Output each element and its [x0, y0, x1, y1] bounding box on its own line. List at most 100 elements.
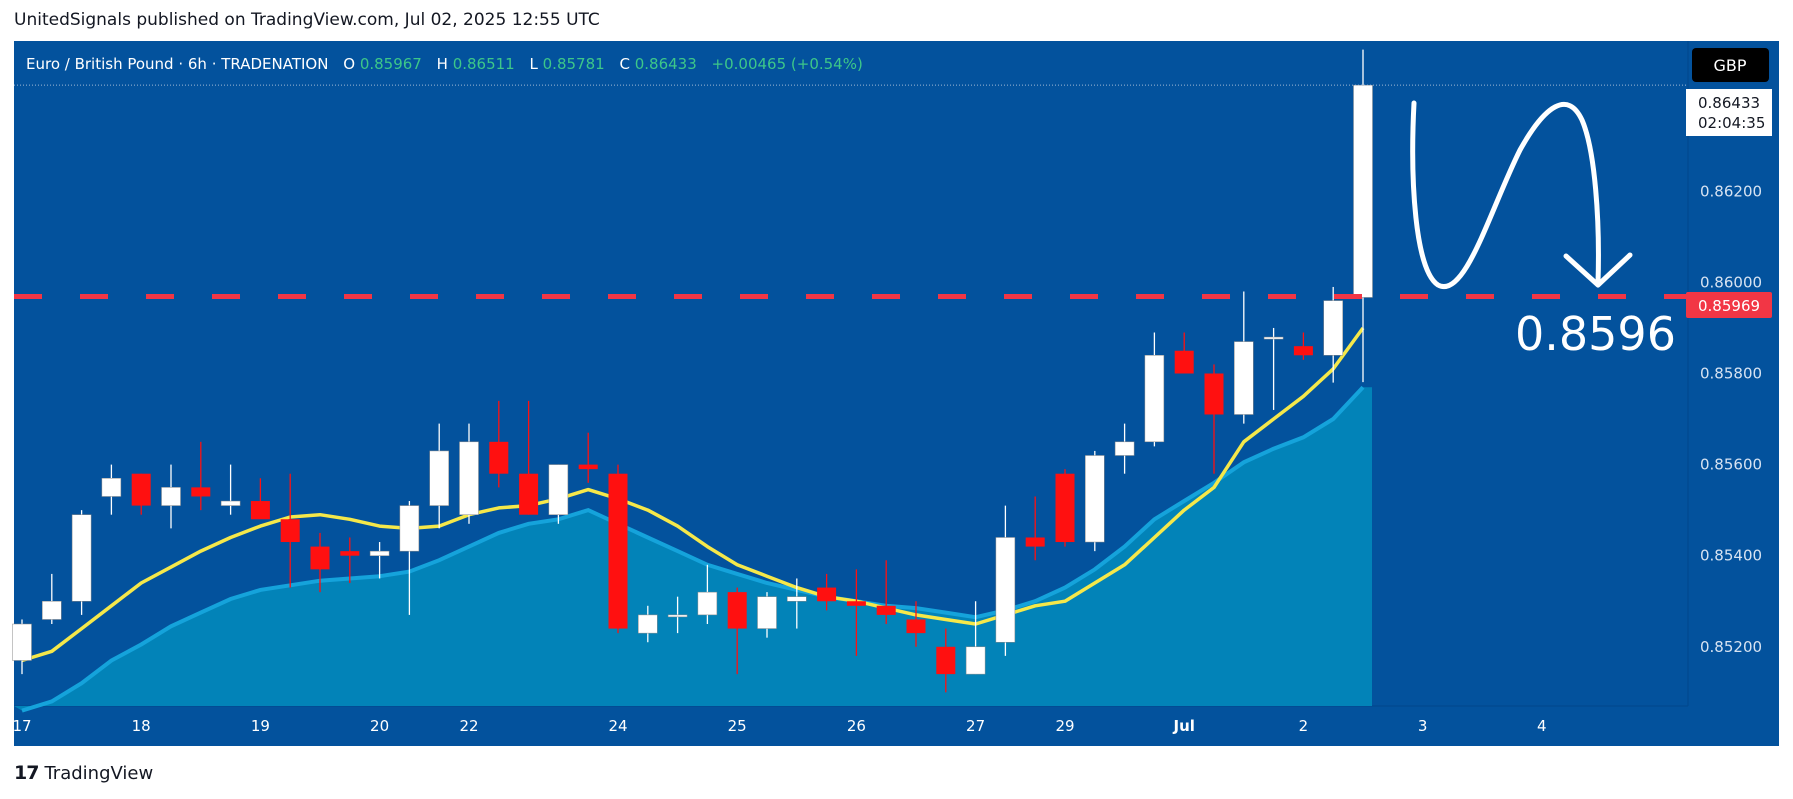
area-fill — [14, 387, 1372, 711]
price-tick-label: 0.85200 — [1700, 638, 1762, 656]
candle — [489, 400, 509, 488]
legend-low-label: L — [530, 55, 539, 73]
candle-body — [459, 441, 479, 515]
candle-body — [1025, 537, 1045, 547]
legend-open-label: O — [343, 55, 355, 73]
candle — [280, 473, 300, 588]
price-tick-label: 0.86200 — [1700, 182, 1762, 200]
candle-body — [1263, 336, 1284, 340]
time-axis: 17 18 19 20 22 24 25 26 27 29 Jul 2 3 4 — [12, 717, 1546, 735]
level-price-value: 0.85969 — [1698, 297, 1760, 315]
candle-body — [399, 505, 420, 552]
candle-body — [519, 473, 539, 515]
price-tick-label: 0.85600 — [1700, 456, 1762, 474]
candle — [1055, 469, 1075, 547]
time-tick-label: 27 — [966, 717, 985, 735]
candle — [667, 596, 688, 634]
candle-body — [1323, 300, 1343, 356]
candle — [220, 464, 241, 515]
last-price-value: 0.86433 — [1698, 94, 1760, 112]
candle-body — [71, 514, 92, 602]
legend-change: +0.00465 (+0.54%) — [712, 55, 863, 73]
candle-body — [876, 605, 896, 615]
candle-body — [42, 600, 62, 620]
candle-body — [1353, 84, 1373, 298]
time-tick-label: 20 — [370, 717, 389, 735]
candle-body — [757, 596, 777, 629]
candle-body — [161, 487, 181, 506]
candle-body — [906, 619, 926, 634]
tradingview-logo-icon: 17 — [14, 762, 39, 784]
price-axis: 0.86200 0.86000 0.85800 0.85600 0.85400 0.852… — [1700, 182, 1762, 655]
candle-body — [429, 450, 449, 506]
candle-body — [340, 551, 360, 556]
target-annotation: 0.8596 — [1515, 307, 1676, 361]
currency-button[interactable]: GBP — [1692, 48, 1769, 82]
price-tick-label: 0.85400 — [1700, 547, 1762, 565]
time-tick-label: 26 — [847, 717, 866, 735]
candle — [1144, 332, 1165, 447]
legend-close-label: C — [619, 55, 629, 73]
candle-body — [965, 646, 986, 675]
candle-body — [191, 487, 211, 497]
candle — [310, 532, 330, 593]
candle — [787, 578, 807, 629]
candle-body — [1055, 473, 1075, 543]
resistance-level — [14, 84, 1686, 300]
candle — [727, 587, 747, 675]
price-tick-label: 0.86000 — [1700, 273, 1762, 291]
candle-body — [280, 519, 300, 543]
candle-body — [548, 464, 569, 515]
candle — [1114, 423, 1135, 474]
candle — [191, 441, 211, 511]
tradingview-logo: 17 TradingView — [14, 762, 153, 784]
candle-body — [667, 614, 688, 618]
candle — [548, 464, 569, 524]
time-tick-label: 3 — [1418, 717, 1428, 735]
candle — [1263, 327, 1284, 410]
moving-average-series — [21, 326, 1365, 663]
time-tick-label: 25 — [728, 717, 747, 735]
candle — [936, 628, 956, 693]
price-tick-label: 0.85800 — [1700, 365, 1762, 383]
candle — [1234, 291, 1254, 424]
candle — [995, 505, 1016, 656]
time-tick-label: Jul — [1172, 717, 1194, 735]
candle — [340, 537, 360, 584]
candle-body — [12, 623, 32, 661]
candle-body — [1114, 441, 1135, 456]
currency-button-label: GBP — [1713, 56, 1746, 75]
candle-body — [1293, 346, 1313, 356]
last-price-tag: 0.86433 02:04:35 — [1686, 89, 1772, 136]
candle — [71, 510, 92, 615]
candle — [817, 573, 837, 611]
candle-body — [310, 546, 330, 570]
candle — [429, 423, 449, 529]
candle — [1293, 332, 1313, 360]
candle-body — [578, 464, 598, 470]
candle-series — [12, 49, 1373, 693]
area-series — [14, 385, 1372, 713]
candle — [1353, 49, 1373, 383]
candle — [965, 601, 986, 675]
candle-body — [1174, 350, 1194, 374]
candle — [161, 464, 181, 529]
time-tick-label: 19 — [251, 717, 270, 735]
candle-body — [1085, 455, 1105, 543]
candle — [12, 619, 32, 675]
candle-body — [250, 501, 270, 520]
candle-body — [787, 596, 807, 602]
svg-text:Euro / British Pound · 6h · TR: Euro / British Pound · 6h · TRADENATION … — [26, 55, 863, 73]
time-tick-label: 29 — [1055, 717, 1074, 735]
time-tick-label: 2 — [1299, 717, 1309, 735]
candle-body — [1204, 373, 1224, 415]
legend-close-value: 0.86433 — [635, 55, 697, 73]
candle-body — [1234, 341, 1254, 415]
candle-body — [638, 614, 658, 634]
candle — [131, 473, 151, 515]
projection-arrow — [1410, 100, 1601, 290]
legend-low-value: 0.85781 — [543, 55, 605, 73]
candle-body — [727, 592, 747, 629]
time-tick-label: 17 — [12, 717, 31, 735]
